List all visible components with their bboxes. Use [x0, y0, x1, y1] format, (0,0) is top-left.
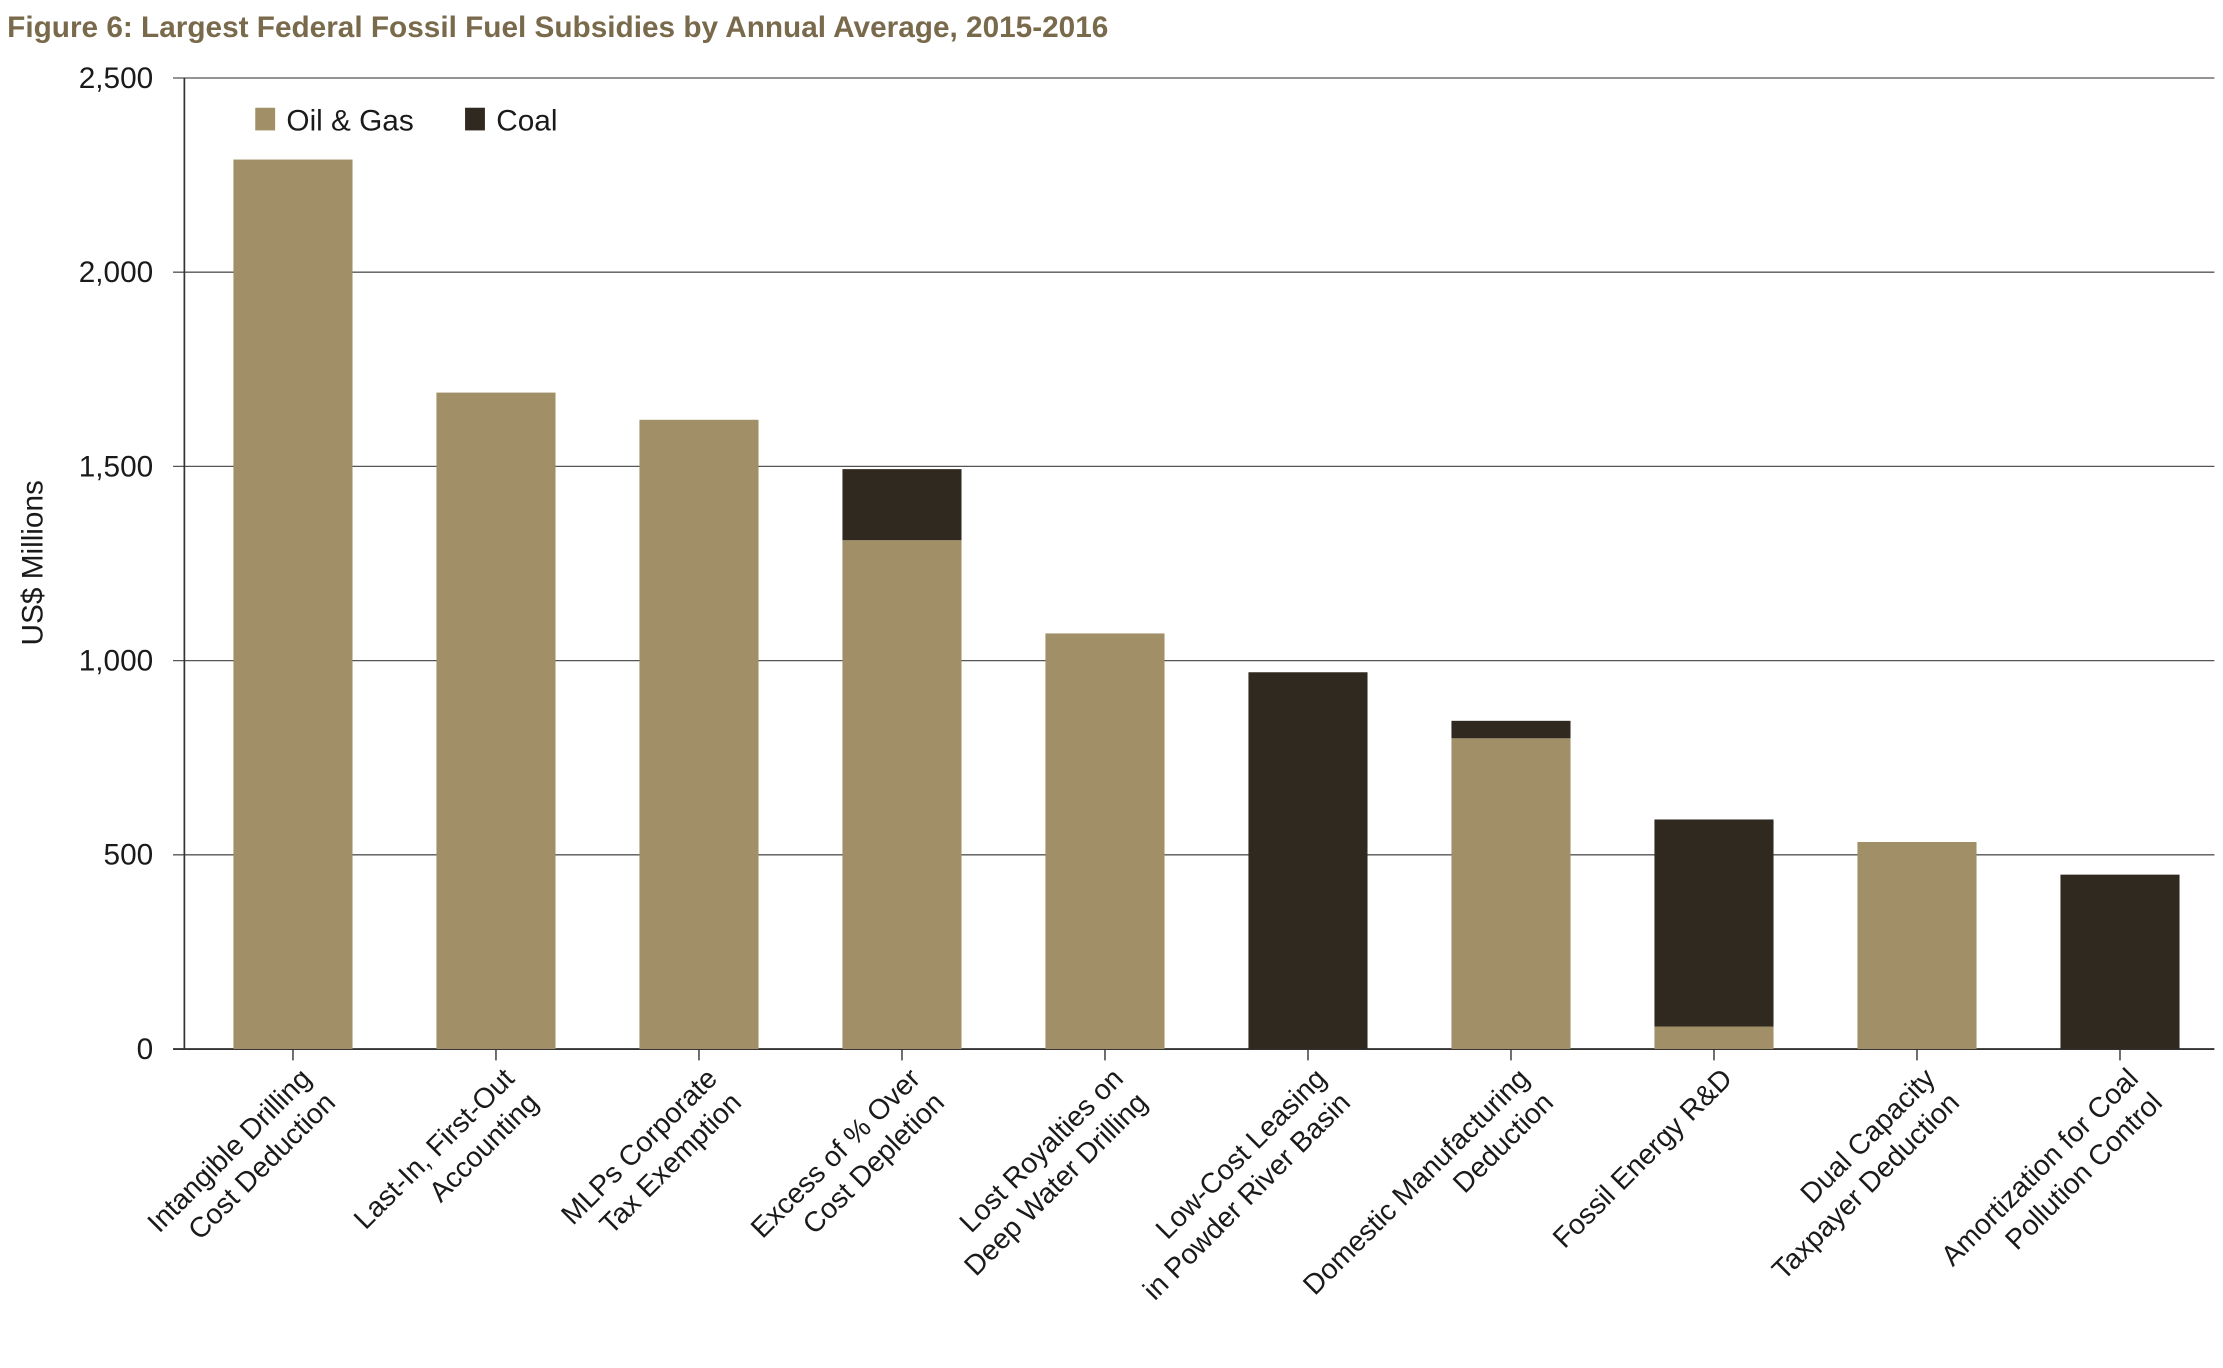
bar-coal	[842, 469, 962, 541]
legend-swatch-coal	[465, 107, 485, 131]
x-tick-label: Last-In, First-OutAccounting	[348, 1062, 545, 1259]
legend-swatch-oil-gas	[255, 107, 276, 131]
bar-oil-gas	[1451, 738, 1571, 1050]
x-tick-label-line: Fossil Energy R&D	[1547, 1063, 1739, 1255]
bar-oil-gas	[1654, 1026, 1774, 1050]
bar-coal	[1451, 720, 1571, 739]
bar-oil-gas	[1857, 842, 1977, 1050]
x-tick-label-line: Amortization for Coal	[1935, 1063, 2145, 1273]
x-tick-label: Lost Royalties onDeep Water Drilling	[934, 1063, 1154, 1283]
y-tick-label: 2,000	[79, 256, 153, 289]
bar-oil-gas	[436, 392, 556, 1050]
x-tick-label: Dual CapacityTaxpayer Deduction	[1742, 1062, 1966, 1286]
y-tick-label: 0	[137, 1033, 154, 1066]
bar-coal	[1248, 672, 1368, 1050]
x-tick-label: Excess of % OverCost Depletion	[745, 1063, 951, 1269]
y-tick-label: 500	[104, 839, 154, 872]
y-tick-label: 1,000	[79, 645, 153, 678]
bar-oil-gas	[1045, 633, 1165, 1050]
bar-oil-gas	[639, 419, 759, 1050]
x-tick-label: Fossil Energy R&D	[1547, 1063, 1739, 1255]
legend-label-oil-gas: Oil & Gas	[286, 104, 413, 137]
legend: Oil & Gas Coal	[255, 104, 557, 137]
legend-label-coal: Coal	[496, 104, 557, 137]
bar-coal	[2060, 874, 2180, 1050]
x-tick-label: Intangible DrillingCost Deduction	[141, 1063, 341, 1263]
bar-oil-gas	[233, 159, 353, 1050]
y-tick-label: 1,500	[79, 450, 153, 483]
y-axis-label: US$ Millions	[17, 480, 50, 645]
chart-title: Figure 6: Largest Federal Fossil Fuel Su…	[7, 11, 1108, 44]
x-tick-label: MLPs CorporateTax Exemption	[555, 1063, 748, 1256]
x-tick-label: Amortization for CoalPollution Control	[1935, 1063, 2169, 1297]
y-tick-label: 2,500	[79, 62, 153, 95]
bar-coal	[1654, 819, 1774, 1027]
bar-oil-gas	[842, 540, 962, 1050]
